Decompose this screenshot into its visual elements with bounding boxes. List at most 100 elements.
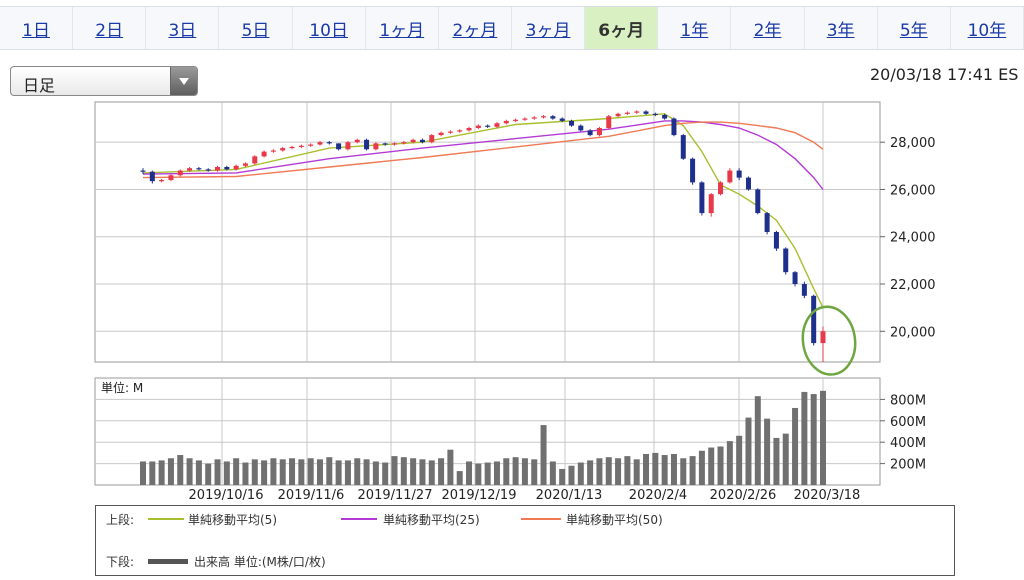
candle-body-48 <box>587 130 593 136</box>
volume-bar-19 <box>316 459 323 485</box>
volume-bar-70 <box>792 407 799 485</box>
tab-2[interactable]: 3日 <box>146 7 220 49</box>
x-tick-label: 2020/2/4 <box>629 488 687 500</box>
volume-bar-57 <box>670 453 677 485</box>
volume-bar-25 <box>372 461 379 485</box>
candle-body-70 <box>792 272 798 284</box>
volume-bar-56 <box>661 455 668 485</box>
candle-body-2 <box>159 180 165 182</box>
volume-bar-51 <box>615 458 622 485</box>
tab-7[interactable]: 3ヶ月 <box>512 7 586 49</box>
volume-bar-61 <box>708 447 715 485</box>
candle-body-73 <box>820 331 826 344</box>
volume-bar-58 <box>680 458 687 485</box>
volume-bar-37 <box>484 462 491 485</box>
volume-tick-label: 600M <box>890 415 926 430</box>
x-tick-label: 2020/3/18 <box>794 488 861 500</box>
price-tick-label: 24,000 <box>890 231 936 246</box>
volume-bar-33 <box>447 449 454 485</box>
tab-8[interactable]: 6ヶ月 <box>585 7 659 49</box>
volume-bar-17 <box>298 459 305 485</box>
candle-body-53 <box>634 111 640 113</box>
volume-bar-60 <box>698 450 705 485</box>
candle-body-31 <box>429 135 435 143</box>
volume-bar-7 <box>205 463 212 485</box>
volume-bar-22 <box>344 460 351 485</box>
volume-bar-30 <box>419 459 426 485</box>
volume-unit-label: 単位: M <box>101 380 143 395</box>
volume-bar-32 <box>438 458 445 485</box>
x-tick-label: 2019/11/6 <box>278 488 345 500</box>
legend-ma5-swatch <box>148 518 184 520</box>
candle-body-27 <box>392 143 398 145</box>
candle-body-8 <box>215 167 221 171</box>
chevron-down-icon[interactable] <box>170 67 197 95</box>
volume-bar-2 <box>158 460 165 485</box>
candle-body-45 <box>559 118 565 121</box>
volume-bar-34 <box>456 471 463 485</box>
volume-panel: 800M 600M 400M 200M 単位: M 2019/10/16 2019/11/6… <box>94 377 926 500</box>
x-tick-label: 2020/1/13 <box>536 488 603 500</box>
candle-body-30 <box>419 139 425 143</box>
candle-body-21 <box>336 143 342 150</box>
volume-bar-43 <box>540 425 547 485</box>
volume-bar-49 <box>596 458 603 485</box>
series-line-2 <box>142 121 824 179</box>
volume-bar-73 <box>820 390 826 485</box>
candle-body-33 <box>447 131 453 133</box>
candle-body-58 <box>680 135 686 159</box>
candle-body-23 <box>354 139 360 143</box>
price-tick-label: 22,000 <box>890 278 936 293</box>
price-plot-area <box>94 101 881 363</box>
tab-13[interactable]: 10年 <box>951 7 1024 49</box>
tab-0[interactable]: 1日 <box>0 7 74 49</box>
price-tick-label: 28,000 <box>890 136 936 151</box>
candle-body-39 <box>503 120 509 124</box>
tab-9[interactable]: 1年 <box>658 7 732 49</box>
candle-body-6 <box>196 168 202 170</box>
select-value: 日足 <box>23 76 56 95</box>
legend-ma5-label: 単純移動平均(5) <box>188 513 277 527</box>
candle-body-67 <box>764 213 770 232</box>
tab-4[interactable]: 10日 <box>293 7 366 49</box>
volume-bar-45 <box>559 468 566 485</box>
candle-period-select[interactable]: 日足 <box>10 66 198 96</box>
tab-10[interactable]: 2年 <box>731 7 805 49</box>
legend-top-label: 上段: <box>106 513 135 527</box>
candle-body-61 <box>708 194 714 214</box>
candle-body-43 <box>541 116 547 118</box>
tab-5[interactable]: 1ヶ月 <box>366 7 439 49</box>
candle-body-37 <box>485 125 491 127</box>
candle-body-13 <box>261 151 267 157</box>
volume-bar-41 <box>521 458 528 485</box>
tab-6[interactable]: 2ヶ月 <box>439 7 512 49</box>
volume-bar-23 <box>354 458 361 485</box>
volume-bar-0 <box>140 461 146 485</box>
candle-body-40 <box>513 119 519 121</box>
volume-bar-72 <box>810 394 817 485</box>
candle-body-55 <box>652 113 658 116</box>
candle-body-16 <box>289 146 295 149</box>
price-panel: 28,000 26,000 24,000 22,000 20,000 <box>94 101 936 363</box>
volume-bar-18 <box>307 458 314 485</box>
candle-body-28 <box>401 142 407 144</box>
volume-bar-67 <box>764 418 771 485</box>
volume-bar-39 <box>503 458 510 485</box>
volume-bar-71 <box>801 391 808 485</box>
tab-3[interactable]: 5日 <box>219 7 293 49</box>
volume-bar-11 <box>242 462 249 485</box>
tab-11[interactable]: 3年 <box>805 7 878 49</box>
volume-bar-6 <box>195 460 202 485</box>
volume-bar-14 <box>270 458 277 485</box>
candle-body-64 <box>736 170 742 178</box>
candle-body-11 <box>242 163 248 166</box>
candle-body-68 <box>773 232 779 249</box>
tab-12[interactable]: 5年 <box>878 7 951 49</box>
volume-bar-65 <box>745 417 752 485</box>
legend-volume-swatch <box>148 559 188 564</box>
volume-bar-4 <box>177 455 184 485</box>
tab-1[interactable]: 2日 <box>73 7 147 49</box>
candle-body-63 <box>727 170 733 183</box>
candle-body-47 <box>578 125 584 131</box>
candle-body-26 <box>382 143 388 145</box>
